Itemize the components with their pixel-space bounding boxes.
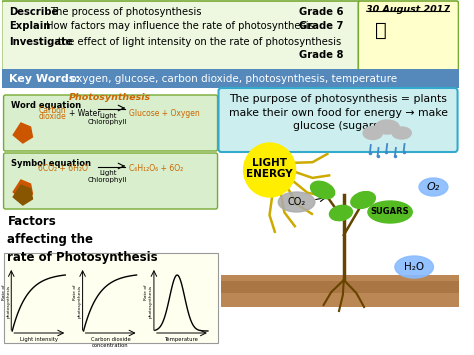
Ellipse shape: [368, 201, 412, 223]
Ellipse shape: [395, 256, 433, 278]
FancyBboxPatch shape: [3, 153, 218, 209]
Ellipse shape: [419, 178, 448, 196]
Text: Light: Light: [99, 113, 117, 119]
Circle shape: [244, 143, 296, 197]
Text: C₆H₁₂O₆ + 6O₂: C₆H₁₂O₆ + 6O₂: [129, 164, 183, 173]
Text: Factors
affecting the
rate of Photosynthesis: Factors affecting the rate of Photosynth…: [8, 215, 158, 264]
Text: LIGHT: LIGHT: [252, 158, 287, 168]
Ellipse shape: [351, 192, 375, 208]
Text: Explain: Explain: [9, 21, 51, 31]
Text: Investigate: Investigate: [9, 37, 73, 47]
FancyBboxPatch shape: [358, 1, 458, 79]
FancyBboxPatch shape: [219, 88, 457, 152]
Bar: [221, 281, 458, 293]
Text: + Water: + Water: [69, 109, 100, 118]
Text: Grade 8: Grade 8: [299, 50, 343, 60]
Polygon shape: [13, 180, 33, 200]
Text: CO₂: CO₂: [287, 197, 306, 207]
Text: Chlorophyll: Chlorophyll: [88, 119, 128, 125]
Text: Grade 7: Grade 7: [299, 21, 343, 31]
Text: H₂O: H₂O: [404, 262, 424, 272]
Text: 6CO₂ + 6H₂O: 6CO₂ + 6H₂O: [38, 164, 88, 173]
Text: SUGARS: SUGARS: [371, 208, 410, 217]
Text: O₂: O₂: [427, 182, 440, 192]
Text: Grade 6: Grade 6: [299, 7, 343, 17]
Text: Light intensity: Light intensity: [20, 337, 58, 342]
Text: How factors may influence the rate of photosynthesis: How factors may influence the rate of ph…: [46, 21, 314, 31]
Text: The purpose of photosynthesis = plants
make their own food for energy → make
glu: The purpose of photosynthesis = plants m…: [228, 94, 447, 131]
Text: Word equation: Word equation: [11, 101, 82, 110]
Text: Light: Light: [99, 170, 117, 176]
Text: Carbon dioxide
concentration: Carbon dioxide concentration: [91, 337, 130, 348]
Text: Temperature: Temperature: [165, 337, 199, 342]
Bar: [3, 253, 218, 343]
Bar: [1, 69, 458, 88]
Ellipse shape: [278, 192, 315, 212]
Text: 💡: 💡: [374, 21, 386, 39]
FancyBboxPatch shape: [1, 1, 360, 79]
Text: oxygen, glucose, carbon dioxide, photosynthesis, temperature: oxygen, glucose, carbon dioxide, photosy…: [67, 73, 397, 83]
Bar: [221, 275, 458, 307]
FancyBboxPatch shape: [3, 95, 218, 151]
Text: Rate of
photosynthesis: Rate of photosynthesis: [2, 284, 10, 318]
Text: The process of photosynthesis: The process of photosynthesis: [50, 7, 201, 17]
Ellipse shape: [392, 127, 411, 139]
Text: ENERGY: ENERGY: [246, 169, 293, 179]
Text: Carbon: Carbon: [38, 106, 66, 115]
Text: Rate of
photosynthesis: Rate of photosynthesis: [145, 284, 153, 318]
Text: Describe: Describe: [9, 7, 59, 17]
Ellipse shape: [310, 181, 335, 199]
Text: Glucose + Oxygen: Glucose + Oxygen: [129, 109, 200, 118]
Text: the effect of light intensity on the rate of photosynthesis: the effect of light intensity on the rat…: [57, 37, 341, 47]
Ellipse shape: [375, 120, 399, 134]
Text: dioxide: dioxide: [38, 112, 66, 121]
Text: Rate of
photosynthesis: Rate of photosynthesis: [73, 284, 82, 318]
Text: 30 August 2017: 30 August 2017: [366, 5, 450, 14]
Text: Symbol equation: Symbol equation: [11, 159, 91, 168]
Polygon shape: [13, 123, 33, 143]
Polygon shape: [13, 185, 33, 205]
Ellipse shape: [363, 126, 383, 140]
Text: Key Words:: Key Words:: [9, 73, 80, 83]
Text: Chlorophyll: Chlorophyll: [88, 177, 128, 183]
Text: Photosynthesis: Photosynthesis: [69, 93, 151, 102]
Ellipse shape: [329, 205, 352, 221]
